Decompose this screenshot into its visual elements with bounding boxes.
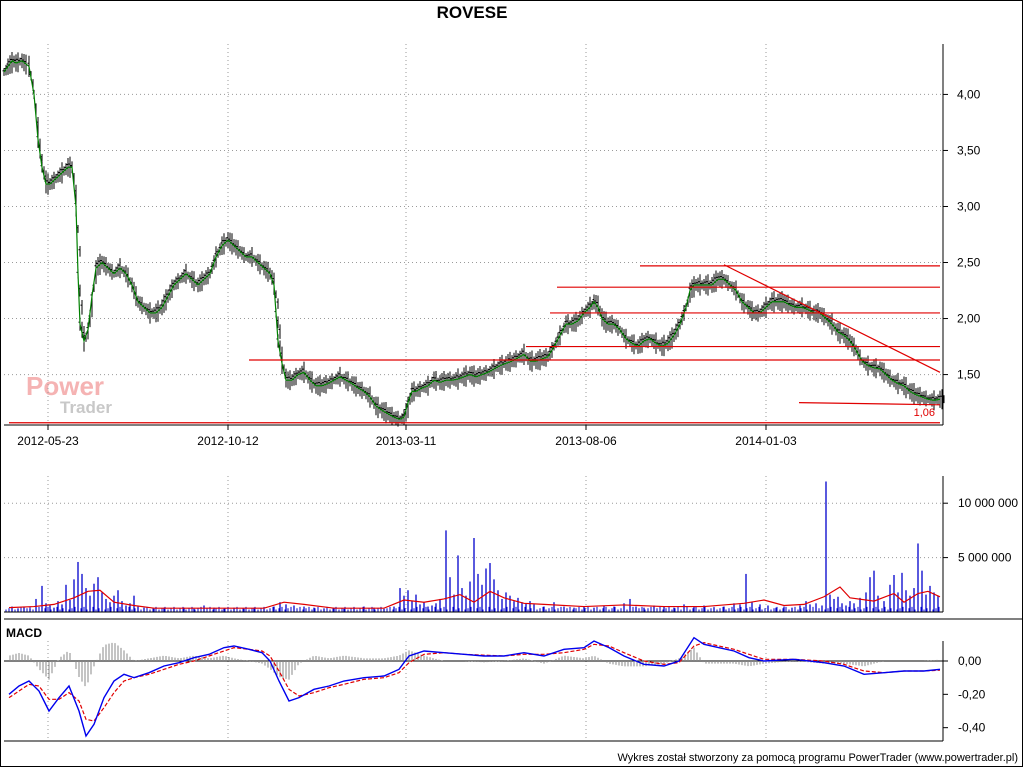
macd-panel-title: MACD (6, 626, 42, 640)
x-tick-label: 2013-03-11 (376, 434, 437, 448)
y-tick-label: 2,50 (957, 256, 981, 270)
trend-line (723, 264, 941, 373)
volume-y-tick-label: 10 000 000 (958, 496, 1018, 510)
y-tick-label: 4,00 (957, 87, 981, 101)
y-tick-label: 1,50 (957, 368, 981, 382)
macd-y-tick-label: -0,40 (958, 721, 986, 735)
x-tick-label: 2014-01-03 (735, 434, 797, 448)
macd-panel: -0,40 -0,20 0,00 (4, 636, 986, 738)
x-tick-label: 2013-08-06 (555, 434, 617, 448)
powertrader-watermark: Power Trader (26, 371, 112, 417)
last-value-label: 1,06 (914, 407, 935, 419)
price-trend-line (3, 60, 941, 421)
x-tick-label: 2012-10-12 (197, 434, 259, 448)
macd-y-tick-label: 0,00 (958, 654, 982, 668)
chart-title: ROVESE (437, 3, 508, 22)
y-tick-label: 3,00 (957, 199, 981, 213)
macd-line (8, 636, 941, 738)
volume-y-tick-label: 5 000 000 (958, 551, 1012, 565)
grid: 2012-05-23 2012-10-12 2013-03-11 2013-08-06… (4, 44, 948, 741)
trend-line (798, 401, 941, 406)
price-panel: 1,50 2,00 2,50 3,00 3,50 4,00 1,06 (2, 52, 981, 427)
y-tick-label: 3,50 (957, 143, 981, 157)
y-tick-label: 2,00 (957, 312, 981, 326)
volume-moving-average (8, 586, 941, 609)
watermark-line1: Power (26, 371, 104, 401)
volume-panel: 5 000 000 10 000 000 (5, 481, 1018, 612)
macd-y-tick-label: -0,20 (958, 687, 986, 701)
watermark-line2: Trader (60, 398, 112, 417)
macd-signal-line (8, 642, 941, 722)
footer-credit: Wykres został stworzony za pomocą progra… (617, 752, 1018, 764)
x-tick-label: 2012-05-23 (17, 434, 79, 448)
